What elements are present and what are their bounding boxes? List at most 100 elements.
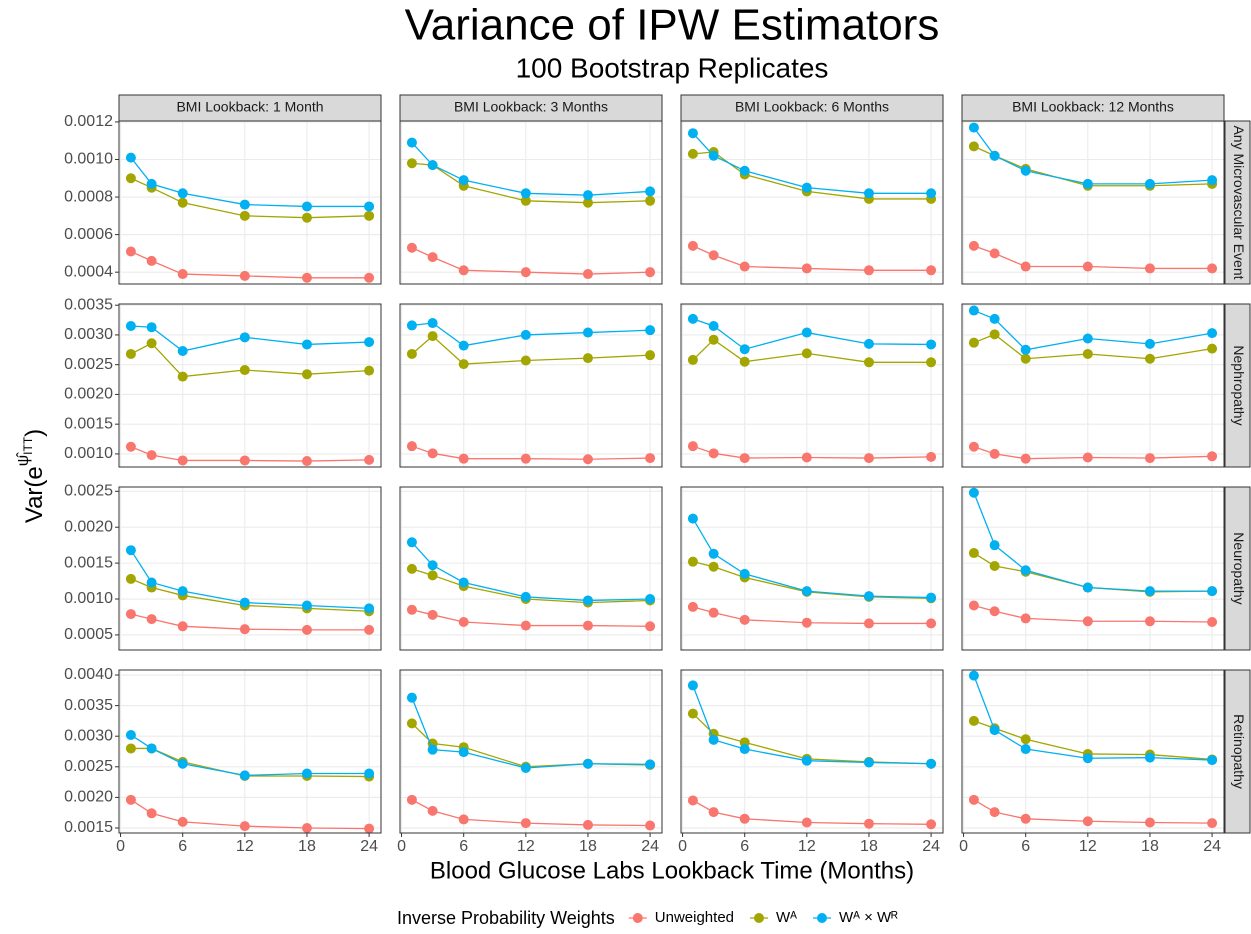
y-tick-label: 0.0020	[64, 518, 113, 535]
panel-border	[399, 486, 663, 651]
legend-label: Unweighted	[655, 909, 734, 926]
data-point	[687, 708, 698, 719]
data-point	[1144, 263, 1155, 274]
data-point	[1082, 753, 1093, 764]
chart-title: Variance of IPW Estimators	[405, 1, 940, 50]
legend-marker	[754, 913, 764, 923]
data-point	[146, 743, 157, 754]
data-point	[406, 604, 417, 615]
x-tick-label: 18	[298, 838, 316, 855]
series-line	[411, 541, 651, 602]
data-point	[520, 453, 531, 464]
panel-border	[961, 669, 1225, 834]
data-point	[687, 601, 698, 612]
data-point	[458, 453, 469, 464]
strip-background	[961, 94, 1225, 122]
data-point	[1144, 453, 1155, 464]
data-point	[1207, 586, 1218, 597]
data-point	[406, 794, 417, 805]
data-point	[801, 348, 812, 359]
x-tick-label: 24	[641, 838, 659, 855]
y-tick-label: 0.0008	[64, 188, 113, 205]
x-tick-label: 6	[1021, 838, 1030, 855]
x-axis-title: Blood Glucose Labs Lookback Time (Months…	[430, 857, 914, 884]
data-point	[1020, 813, 1031, 824]
x-tick-label: 0	[959, 838, 968, 855]
panel-background	[119, 304, 381, 467]
strip-background	[1224, 669, 1251, 834]
data-point	[968, 670, 979, 681]
data-point	[520, 329, 531, 340]
data-point	[125, 441, 136, 452]
data-point	[239, 455, 250, 466]
data-point	[645, 195, 656, 206]
data-point	[687, 128, 698, 139]
data-point	[1020, 165, 1031, 176]
x-tick-label: 18	[579, 838, 597, 855]
strip-background	[1224, 303, 1251, 468]
data-point	[520, 195, 531, 206]
data-point	[968, 794, 979, 805]
data-point	[687, 354, 698, 365]
data-point	[801, 755, 812, 766]
series-line	[973, 492, 1213, 592]
data-point	[801, 182, 812, 193]
data-point	[1207, 451, 1218, 462]
data-point	[458, 340, 469, 351]
data-point	[364, 454, 375, 465]
data-point	[427, 448, 438, 459]
x-tick-label: 24	[922, 838, 940, 855]
series-line	[411, 142, 651, 196]
data-point	[801, 617, 812, 628]
row-strip-label: Retinopathy	[1231, 714, 1247, 789]
data-point	[364, 768, 375, 779]
data-point	[146, 322, 157, 333]
data-point	[687, 795, 698, 806]
y-tick-label: 0.0025	[64, 356, 113, 373]
y-tick-label: 0.0004	[64, 263, 113, 280]
data-point	[146, 614, 157, 625]
data-point	[926, 451, 937, 462]
data-point	[520, 620, 531, 631]
data-point	[406, 320, 417, 331]
data-point	[146, 255, 157, 266]
data-point	[1144, 353, 1155, 364]
data-point	[863, 591, 874, 602]
series-line	[973, 127, 1213, 185]
y-axis-title-base: Var(e	[21, 466, 48, 523]
column-strip-label: BMI Lookback: 3 Months	[454, 99, 608, 115]
column-strip-label: BMI Lookback: 12 Months	[1012, 99, 1174, 115]
data-point	[863, 453, 874, 464]
y-tick-label: 0.0030	[64, 326, 113, 343]
panel-border	[399, 303, 663, 468]
data-point	[968, 305, 979, 316]
panel-border	[399, 120, 663, 285]
data-point	[146, 808, 157, 819]
data-point	[458, 265, 469, 276]
data-point	[926, 357, 937, 368]
data-point	[989, 540, 1000, 551]
data-point	[177, 188, 188, 199]
data-point	[125, 348, 136, 359]
data-point	[926, 819, 937, 830]
data-point	[926, 592, 937, 603]
data-point	[1082, 348, 1093, 359]
y-tick-label: 0.0025	[64, 758, 113, 775]
data-point	[1020, 744, 1031, 755]
data-point	[177, 621, 188, 632]
y-tick-label: 0.0012	[64, 113, 113, 130]
data-point	[1020, 613, 1031, 624]
data-point	[1082, 816, 1093, 827]
data-point	[125, 246, 136, 257]
data-point	[1020, 353, 1031, 364]
data-point	[1207, 616, 1218, 627]
data-point	[1020, 565, 1031, 576]
data-point	[708, 334, 719, 345]
data-point	[739, 614, 750, 625]
data-point	[739, 744, 750, 755]
data-point	[406, 242, 417, 253]
x-tick-label: 12	[1079, 838, 1097, 855]
data-point	[801, 817, 812, 828]
data-point	[1020, 261, 1031, 272]
data-point	[177, 816, 188, 827]
